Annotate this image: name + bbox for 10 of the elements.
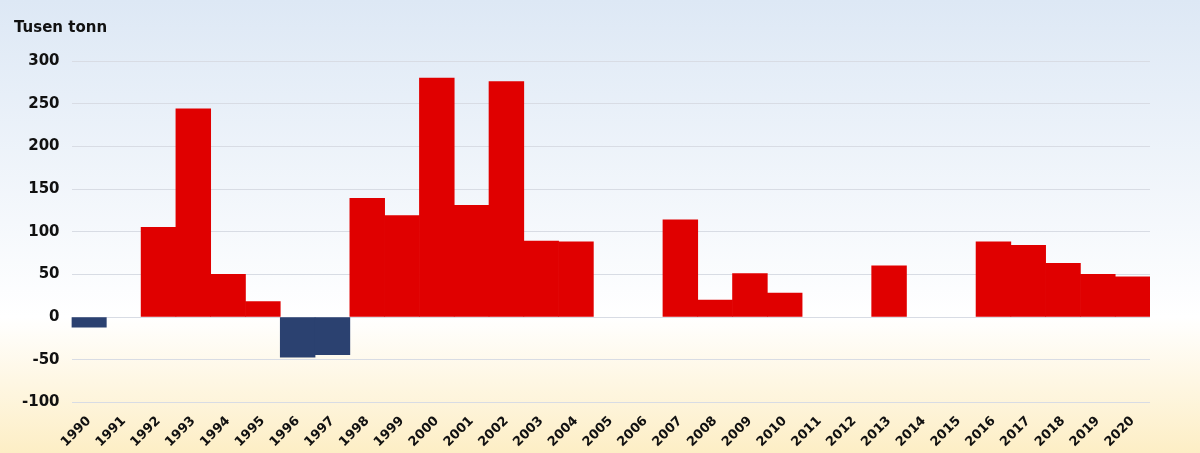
y-tick-label: 300: [28, 50, 60, 69]
y-tick-label: 0: [49, 306, 60, 325]
y-tick-label: 200: [28, 136, 60, 155]
y-tick-label: 100: [28, 221, 60, 240]
y-tick-label: 250: [28, 93, 60, 112]
y-tick-label: 150: [28, 178, 60, 197]
y-tick-label: -50: [32, 349, 60, 368]
y-tick-label: 50: [38, 264, 60, 283]
y-axis-title: Tusen tonn: [14, 18, 108, 36]
y-tick-label: -100: [21, 392, 60, 411]
